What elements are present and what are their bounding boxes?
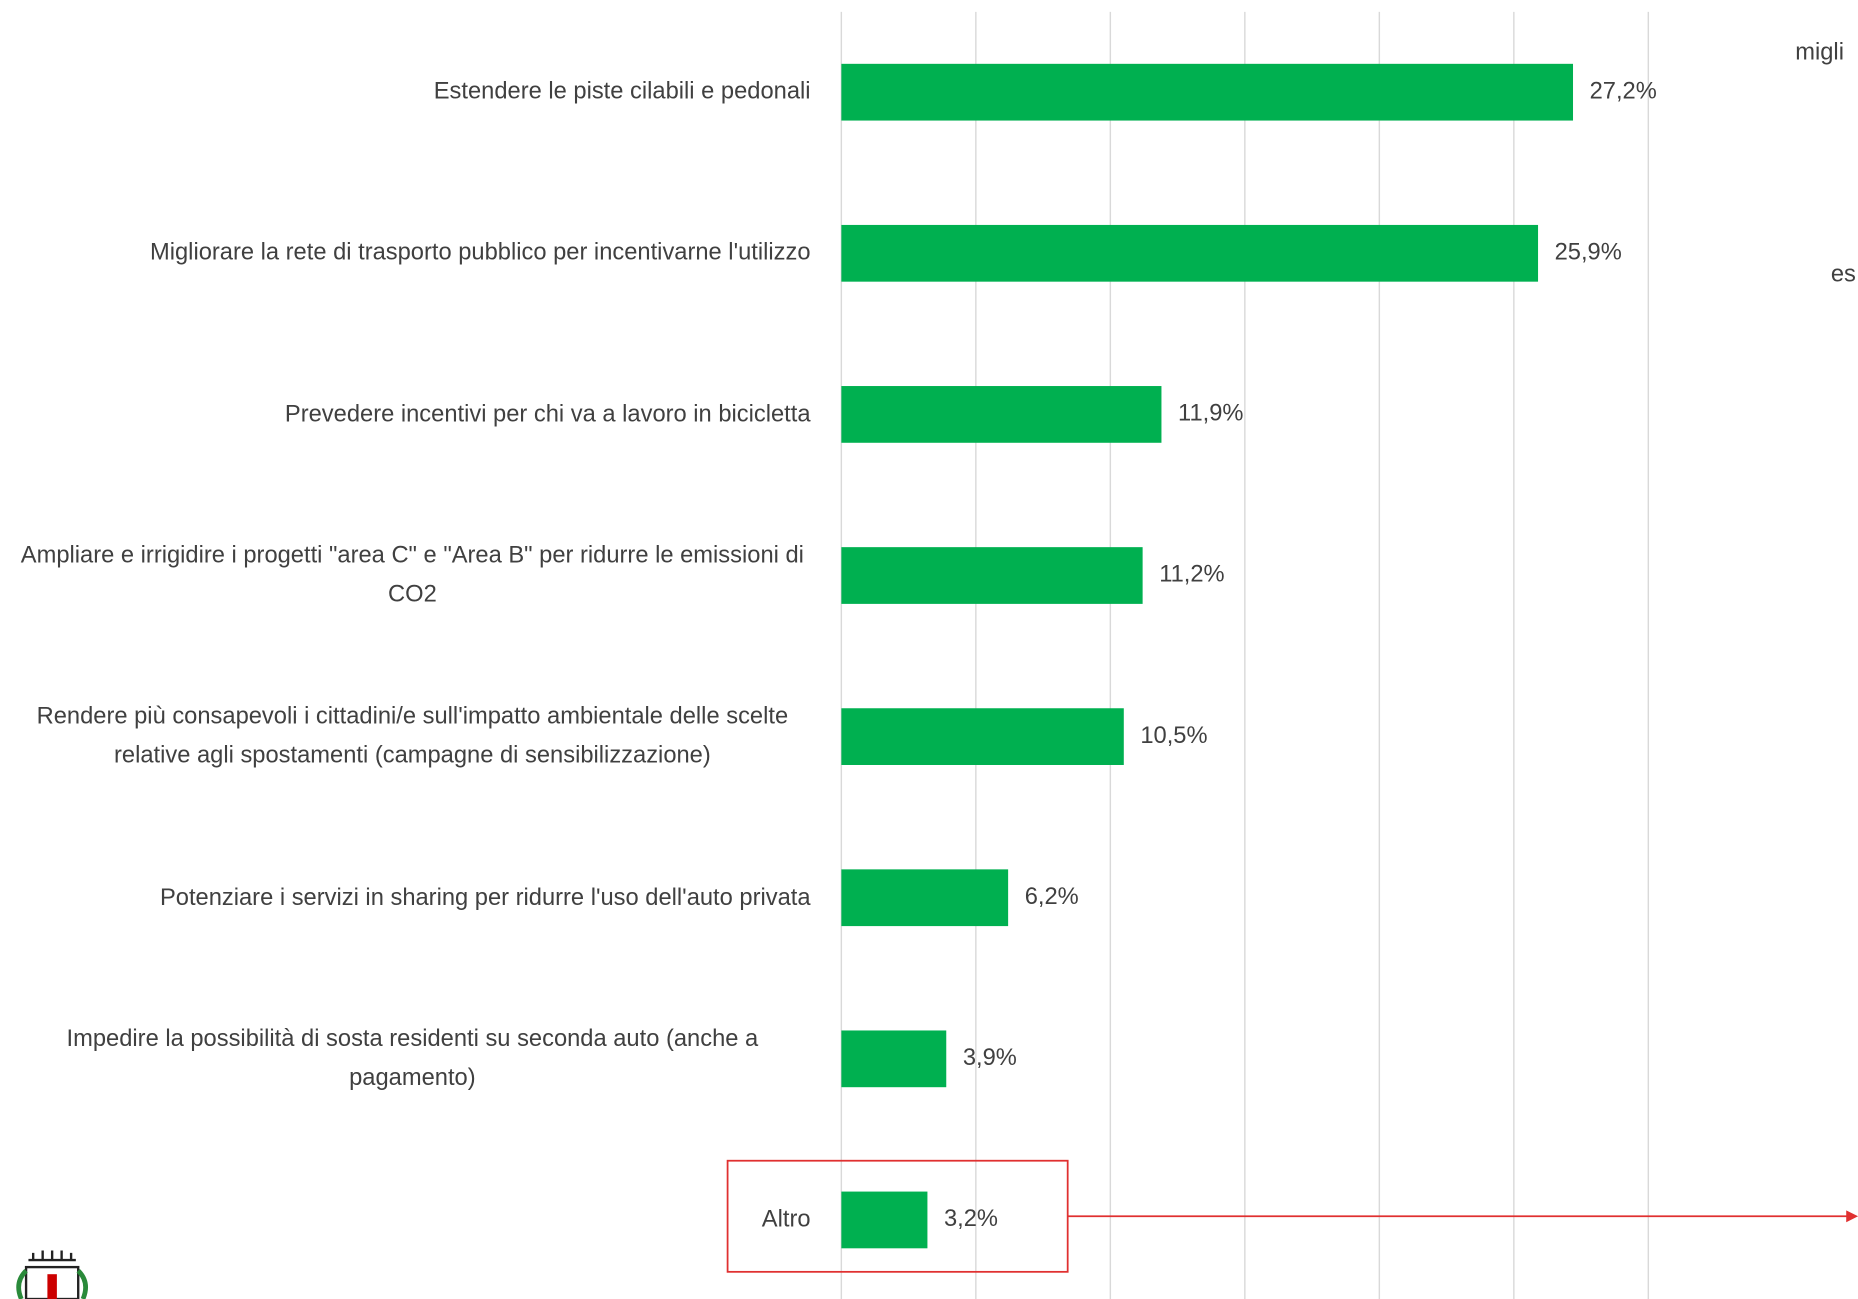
annotation: es [1831, 262, 1856, 288]
category-label-box: Impedire la possibilità di sosta residen… [14, 1020, 810, 1098]
data-label: 10,5% [1140, 723, 1207, 749]
bar [841, 386, 1162, 443]
bar [841, 869, 1009, 927]
logo [16, 1250, 88, 1299]
category-label-box: Ampliare e irrigidire i progetti "area C… [14, 536, 810, 614]
logo-crest [24, 1265, 80, 1299]
data-label: 11,2% [1159, 562, 1224, 588]
data-label: 27,2% [1590, 78, 1657, 104]
category-label: Potenziare i servizi in sharing per ridu… [159, 884, 811, 911]
bar [841, 224, 1539, 282]
bar [841, 63, 1574, 121]
category-label: Prevedere incentivi per chi va a lavoro … [284, 400, 811, 427]
category-label-box: Estendere le piste cilabili e pedonali [434, 73, 811, 112]
category-label: Estendere le piste cilabili e pedonali [433, 78, 811, 105]
category-label: Ampliare e irrigidire i progetti "area C… [20, 542, 804, 608]
logo-cross [47, 1274, 57, 1299]
category-label-box: Migliorare la rete di trasporto pubblico… [150, 234, 811, 273]
bar [841, 1030, 947, 1088]
data-label: 25,9% [1555, 240, 1622, 266]
data-label: 6,2% [1025, 884, 1079, 910]
bar [841, 708, 1124, 765]
bar [841, 1191, 928, 1249]
category-label: Impedire la possibilità di sosta residen… [66, 1025, 759, 1091]
data-label: 3,9% [963, 1045, 1017, 1071]
category-label: Migliorare la rete di trasporto pubblico… [149, 239, 811, 266]
category-label-box: Altro [762, 1200, 811, 1239]
category-label-box: Prevedere incentivi per chi va a lavoro … [285, 395, 811, 434]
category-label: Altro [761, 1206, 811, 1233]
data-label: 11,9% [1178, 401, 1243, 427]
category-label: Rendere più consapevoli i cittadini/e su… [36, 703, 789, 769]
arrow-head [1846, 1210, 1858, 1223]
logo-branches [16, 1268, 88, 1299]
category-label-box: Potenziare i servizi in sharing per ridu… [160, 878, 811, 917]
logo-crown [28, 1250, 76, 1262]
category-label-box: Rendere più consapevoli i cittadini/e su… [14, 698, 810, 776]
data-label: 3,2% [944, 1206, 998, 1232]
annotation: migli [1795, 39, 1844, 65]
bar [841, 547, 1143, 604]
